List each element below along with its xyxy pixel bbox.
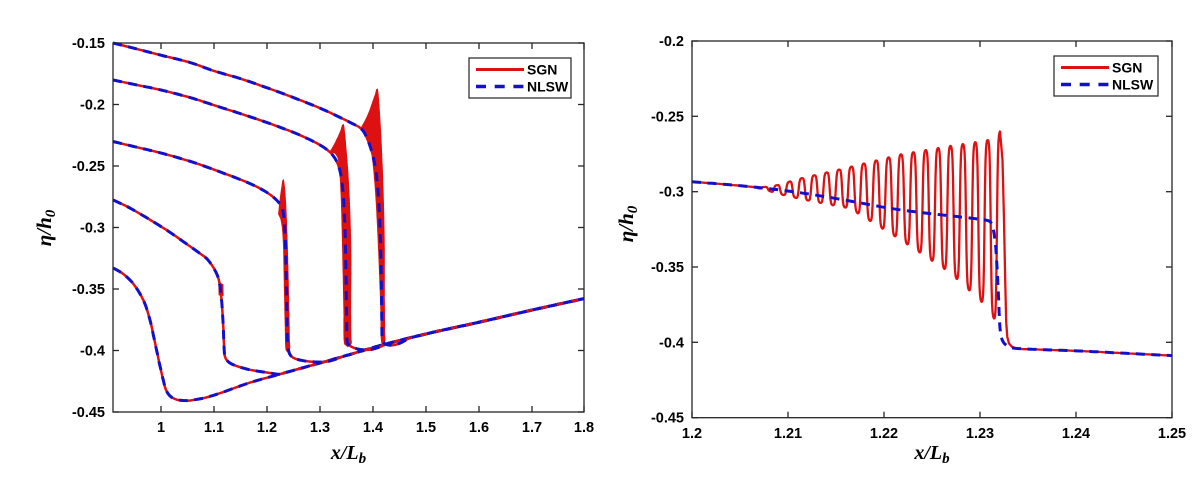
svg-text:SGN: SGN bbox=[1112, 60, 1142, 76]
svg-text:1.22: 1.22 bbox=[870, 426, 898, 442]
svg-text:1.8: 1.8 bbox=[574, 420, 594, 436]
svg-text:-0.4: -0.4 bbox=[80, 344, 105, 360]
svg-text:1.2: 1.2 bbox=[682, 426, 702, 442]
svg-text:-0.45: -0.45 bbox=[651, 411, 684, 427]
svg-text:1.3: 1.3 bbox=[310, 420, 330, 436]
svg-text:1.25: 1.25 bbox=[1158, 426, 1186, 442]
svg-text:1: 1 bbox=[157, 420, 165, 436]
svg-text:-0.45: -0.45 bbox=[72, 405, 105, 421]
svg-text:-0.2: -0.2 bbox=[80, 98, 105, 114]
svg-text:η/h0: η/h0 bbox=[614, 205, 641, 242]
svg-text:-0.3: -0.3 bbox=[659, 185, 684, 201]
svg-text:-0.15: -0.15 bbox=[72, 36, 105, 52]
svg-text:1.23: 1.23 bbox=[966, 426, 994, 442]
svg-text:1.1: 1.1 bbox=[204, 420, 224, 436]
svg-text:-0.35: -0.35 bbox=[72, 282, 105, 298]
svg-text:-0.4: -0.4 bbox=[659, 335, 684, 351]
svg-text:x/Lb: x/Lb bbox=[913, 442, 950, 467]
svg-text:SGN: SGN bbox=[527, 62, 557, 78]
svg-text:1.7: 1.7 bbox=[522, 420, 542, 436]
svg-text:1.2: 1.2 bbox=[257, 420, 277, 436]
svg-text:-0.35: -0.35 bbox=[651, 260, 684, 276]
svg-text:-0.25: -0.25 bbox=[651, 109, 684, 125]
svg-text:NLSW: NLSW bbox=[527, 79, 569, 95]
svg-text:1.24: 1.24 bbox=[1062, 426, 1090, 442]
svg-text:1.21: 1.21 bbox=[774, 426, 802, 442]
svg-text:-0.3: -0.3 bbox=[80, 221, 105, 237]
svg-text:-0.25: -0.25 bbox=[72, 159, 105, 175]
svg-text:-0.2: -0.2 bbox=[659, 34, 684, 50]
svg-text:NLSW: NLSW bbox=[1112, 77, 1154, 93]
svg-text:1.4: 1.4 bbox=[363, 420, 383, 436]
svg-text:1.5: 1.5 bbox=[416, 420, 436, 436]
svg-text:1.6: 1.6 bbox=[469, 420, 489, 436]
